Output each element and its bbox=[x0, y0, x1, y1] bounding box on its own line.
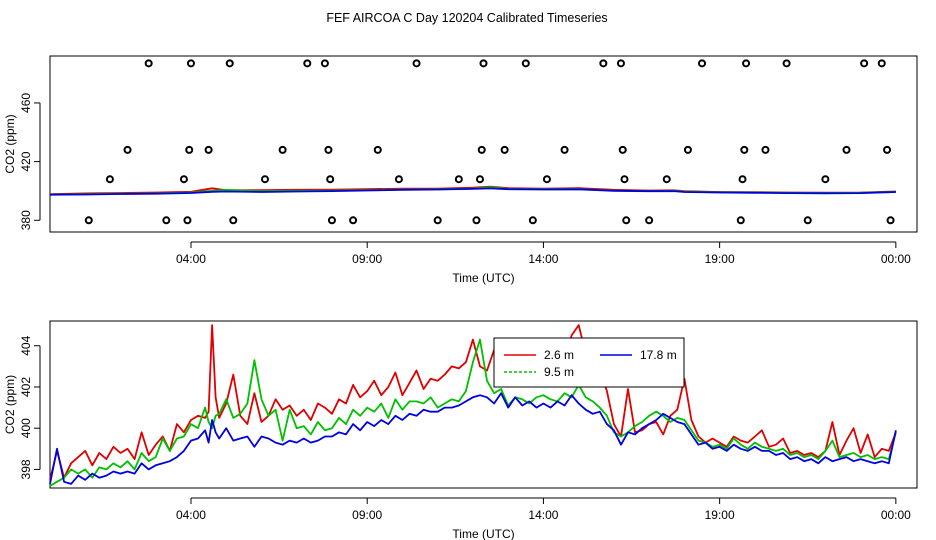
calibration-point bbox=[327, 216, 336, 225]
calibration-point bbox=[622, 216, 631, 225]
legend-box bbox=[493, 337, 685, 388]
calibration-point bbox=[186, 59, 195, 68]
calibration-point bbox=[618, 145, 627, 154]
x-tick-label: 04:00 bbox=[176, 508, 206, 522]
calibration-point bbox=[324, 145, 333, 154]
legend: 2.6 m 9.5 m 17.8 m bbox=[493, 337, 685, 388]
calibration-point bbox=[542, 175, 551, 184]
panel-top: 04:00 09:00 14:00 19:00 00:00 Time (UTC) 380 42… bbox=[3, 55, 918, 285]
calibration-point bbox=[144, 59, 153, 68]
calibration-point bbox=[645, 216, 654, 225]
calibration-point bbox=[742, 59, 751, 68]
y-tick-label: 380 bbox=[19, 210, 33, 230]
y-tick-label: 420 bbox=[19, 151, 33, 171]
calibration-point bbox=[373, 145, 382, 154]
series-line-9-5-m bbox=[49, 338, 897, 487]
calibration-point bbox=[433, 216, 442, 225]
calibration-point bbox=[616, 59, 625, 68]
y-tick-label: 400 bbox=[19, 418, 33, 438]
calibration-point bbox=[185, 145, 194, 154]
calibration-point bbox=[698, 59, 707, 68]
series-line-2-6-m bbox=[49, 324, 897, 481]
x-tick-label: 09:00 bbox=[352, 252, 382, 266]
x-tick-label: 19:00 bbox=[705, 252, 735, 266]
plot-frame bbox=[49, 55, 918, 233]
calibration-point bbox=[475, 175, 484, 184]
calibration-point bbox=[225, 59, 234, 68]
calibration-point bbox=[303, 59, 312, 68]
calibration-point bbox=[886, 216, 895, 225]
calibration-point bbox=[394, 175, 403, 184]
x-axis-label: Time (UTC) bbox=[452, 527, 514, 540]
calibration-point bbox=[736, 216, 745, 225]
calibration-point bbox=[620, 175, 629, 184]
y-tick-label: 398 bbox=[19, 459, 33, 479]
series-line-17-8-m bbox=[49, 392, 897, 485]
calibration-point bbox=[229, 216, 238, 225]
calibration-point bbox=[260, 175, 269, 184]
y-axis-label: CO2 (ppm) bbox=[3, 375, 17, 434]
calibration-point bbox=[738, 175, 747, 184]
calibration-point bbox=[860, 59, 869, 68]
calibration-point bbox=[204, 145, 213, 154]
x-tick-label: 09:00 bbox=[352, 508, 382, 522]
y-tick-label: 404 bbox=[19, 335, 33, 355]
y-axis-label: CO2 (ppm) bbox=[3, 114, 17, 173]
calibration-point bbox=[782, 59, 791, 68]
calibration-point bbox=[454, 175, 463, 184]
y-tick-label: 460 bbox=[19, 93, 33, 113]
x-tick-label: 14:00 bbox=[528, 508, 558, 522]
legend-label: 2.6 m bbox=[544, 348, 574, 362]
calibration-point bbox=[599, 59, 608, 68]
calibration-point bbox=[761, 145, 770, 154]
calibration-point bbox=[560, 145, 569, 154]
calibration-point bbox=[162, 216, 171, 225]
calibration-point bbox=[179, 175, 188, 184]
calibration-point bbox=[326, 175, 335, 184]
calibration-point bbox=[479, 59, 488, 68]
legend-label: 17.8 m bbox=[640, 348, 677, 362]
x-axis-label: Time (UTC) bbox=[452, 271, 514, 285]
y-tick-label: 402 bbox=[19, 377, 33, 397]
calibration-point bbox=[183, 216, 192, 225]
calibration-point bbox=[662, 175, 671, 184]
calibration-point bbox=[123, 145, 132, 154]
x-tick-label: 14:00 bbox=[528, 252, 558, 266]
calibration-point bbox=[412, 59, 421, 68]
calibration-point bbox=[528, 216, 537, 225]
calibration-point bbox=[84, 216, 93, 225]
legend-label: 9.5 m bbox=[544, 365, 574, 379]
x-tick-label: 00:00 bbox=[881, 508, 911, 522]
calibration-point bbox=[842, 145, 851, 154]
calibration-point bbox=[877, 59, 886, 68]
calibration-point bbox=[740, 145, 749, 154]
x-tick-label: 04:00 bbox=[176, 252, 206, 266]
panel-bottom: 04:00 09:00 14:00 19:00 00:00 Time (UTC) 398 40… bbox=[3, 320, 918, 540]
calibration-point bbox=[683, 145, 692, 154]
calibration-point bbox=[521, 59, 530, 68]
figure-title: FEF AIRCOA C Day 120204 Calibrated Times… bbox=[326, 11, 607, 25]
plot-frame bbox=[49, 320, 918, 489]
calibration-point bbox=[477, 145, 486, 154]
x-tick-label: 19:00 bbox=[705, 508, 735, 522]
x-tick-label: 00:00 bbox=[881, 252, 911, 266]
calibration-point bbox=[883, 145, 892, 154]
calibration-point bbox=[472, 216, 481, 225]
calibration-point bbox=[803, 216, 812, 225]
series-line-17-8-m bbox=[49, 187, 896, 196]
calibration-point bbox=[278, 145, 287, 154]
calibration-point bbox=[821, 175, 830, 184]
calibration-point bbox=[349, 216, 358, 225]
calibration-point bbox=[320, 59, 329, 68]
calibration-point bbox=[500, 145, 509, 154]
calibration-point bbox=[105, 175, 114, 184]
